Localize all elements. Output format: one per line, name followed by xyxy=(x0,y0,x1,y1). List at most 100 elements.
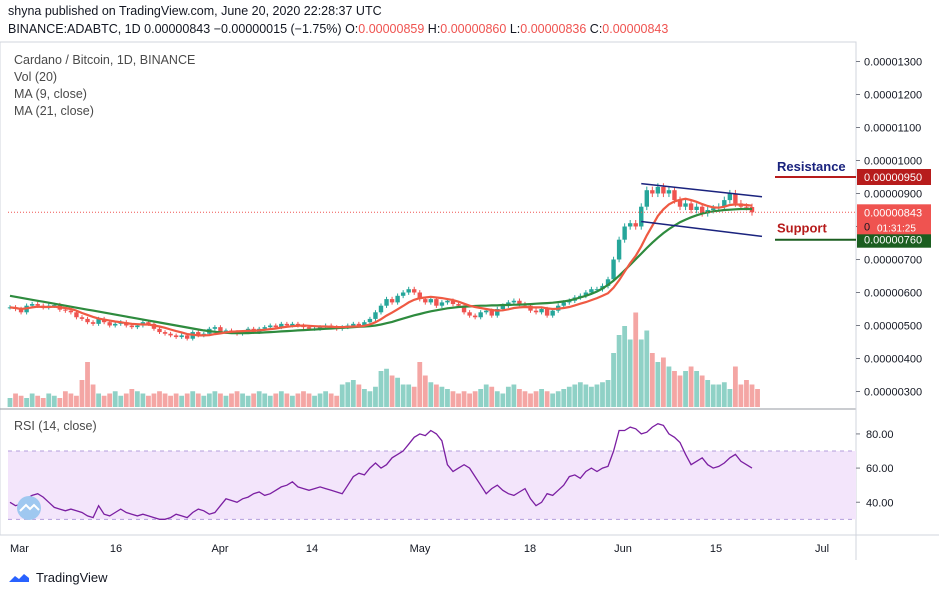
price-tick-label: 0.00001000 xyxy=(864,156,922,168)
candle-body xyxy=(489,310,494,316)
ma9-indicator-label[interactable]: MA (9, close) xyxy=(14,87,87,101)
candle-body xyxy=(356,323,362,326)
close-value: 0.00000843 xyxy=(602,22,669,36)
volume-bar xyxy=(229,393,234,407)
candle-body xyxy=(639,206,644,227)
candle-body xyxy=(744,206,749,208)
volume-bar xyxy=(705,380,711,407)
candle xyxy=(633,219,638,230)
volume-bar xyxy=(234,391,240,407)
volume-bar xyxy=(566,386,572,407)
candle-body xyxy=(273,325,278,328)
time-tick-label: 15 xyxy=(710,543,722,555)
candle xyxy=(79,315,85,321)
candle-body xyxy=(727,193,733,201)
candle-body xyxy=(655,186,661,194)
volume-bar xyxy=(112,391,118,407)
candle-body xyxy=(544,309,550,316)
volume-bar xyxy=(478,389,484,407)
low-value: 0.00000836 xyxy=(520,22,587,36)
time-tick-label: 16 xyxy=(110,543,122,555)
volume-bar xyxy=(428,382,434,407)
ma21-indicator-label[interactable]: MA (21, close) xyxy=(14,104,94,118)
volume-bar xyxy=(716,384,722,407)
volume-bar xyxy=(129,389,135,407)
candle-body xyxy=(650,190,655,194)
candle-body xyxy=(317,327,323,329)
volume-bar xyxy=(555,391,561,407)
rsi-tick-label: 40.00 xyxy=(866,497,894,509)
price-axis: 0.00000300 0.00000400 0.00000500 0.00000600… xyxy=(856,57,922,399)
volume-bar xyxy=(24,398,30,407)
candle-body xyxy=(605,279,611,286)
resistance-label: Resistance xyxy=(777,159,846,174)
candle-body xyxy=(533,310,539,313)
price-tick-label: 0.00000600 xyxy=(864,288,922,300)
candle xyxy=(434,296,439,308)
volume-bar xyxy=(461,391,467,407)
candle-body xyxy=(68,310,74,313)
candle-body xyxy=(218,327,223,333)
candle-body xyxy=(434,299,439,306)
footer-brand[interactable]: TradingView xyxy=(8,570,108,585)
candle-body xyxy=(284,323,290,326)
candle-body xyxy=(179,335,184,338)
volume-bar xyxy=(278,391,284,407)
candle-body xyxy=(223,330,229,333)
candle-body xyxy=(373,312,378,319)
candle xyxy=(157,326,162,335)
volume-bar xyxy=(561,389,567,407)
volume-bar xyxy=(35,395,41,407)
volume-bar xyxy=(505,386,511,407)
volume-bar xyxy=(389,375,395,407)
candle xyxy=(417,290,422,302)
time-tick-label: Apr xyxy=(211,543,228,555)
candle-body xyxy=(162,332,168,334)
candle xyxy=(461,303,467,315)
candle-body xyxy=(412,289,417,293)
volume-bar xyxy=(694,371,700,407)
volume-bar xyxy=(411,386,417,407)
candle-body xyxy=(129,325,135,328)
volume-bar xyxy=(721,382,727,407)
candle xyxy=(412,286,417,295)
candle-body xyxy=(561,302,566,306)
candle xyxy=(406,286,411,295)
volume-bar xyxy=(528,393,533,407)
candle-body xyxy=(351,323,356,326)
time-axis: Mar 16 Apr 14 May 18 Jun 15 Jul xyxy=(10,543,829,555)
candle-body xyxy=(35,304,40,306)
volume-bar xyxy=(173,393,179,407)
candle-body xyxy=(589,289,594,293)
candle xyxy=(85,316,90,325)
partial-tick-label: 0 xyxy=(864,222,870,234)
open-label: O: xyxy=(345,22,359,36)
candle-body xyxy=(173,335,179,338)
chart-title[interactable]: Cardano / Bitcoin, 1D, BINANCE xyxy=(14,53,196,67)
candle-body xyxy=(74,312,79,318)
vol-indicator-label[interactable]: Vol (20) xyxy=(14,70,58,84)
candle-body xyxy=(627,223,633,227)
close-label: C: xyxy=(589,22,603,36)
price-tick-label: 0.00001300 xyxy=(864,57,922,69)
rsi-tick-label: 60.00 xyxy=(866,463,894,475)
volume-bar xyxy=(384,368,389,407)
volume-bar xyxy=(738,384,744,407)
volume-bar xyxy=(710,384,716,407)
support-label: Support xyxy=(777,221,827,236)
rsi-indicator-label[interactable]: RSI (14, close) xyxy=(14,419,97,433)
candle xyxy=(389,296,395,305)
volume-bar xyxy=(96,393,101,407)
rsi-tick-label: 80.00 xyxy=(866,429,894,441)
candle xyxy=(212,325,218,331)
volume-bar xyxy=(146,395,151,407)
candle-body xyxy=(290,323,295,326)
volume-bar xyxy=(46,393,52,407)
volume-bar xyxy=(755,389,760,407)
time-tick-label: 18 xyxy=(524,543,536,555)
candle-body xyxy=(677,200,683,207)
resistance-price-tag-text: 0.00000950 xyxy=(864,172,922,184)
candle xyxy=(688,199,694,214)
volume-bar xyxy=(101,395,107,407)
